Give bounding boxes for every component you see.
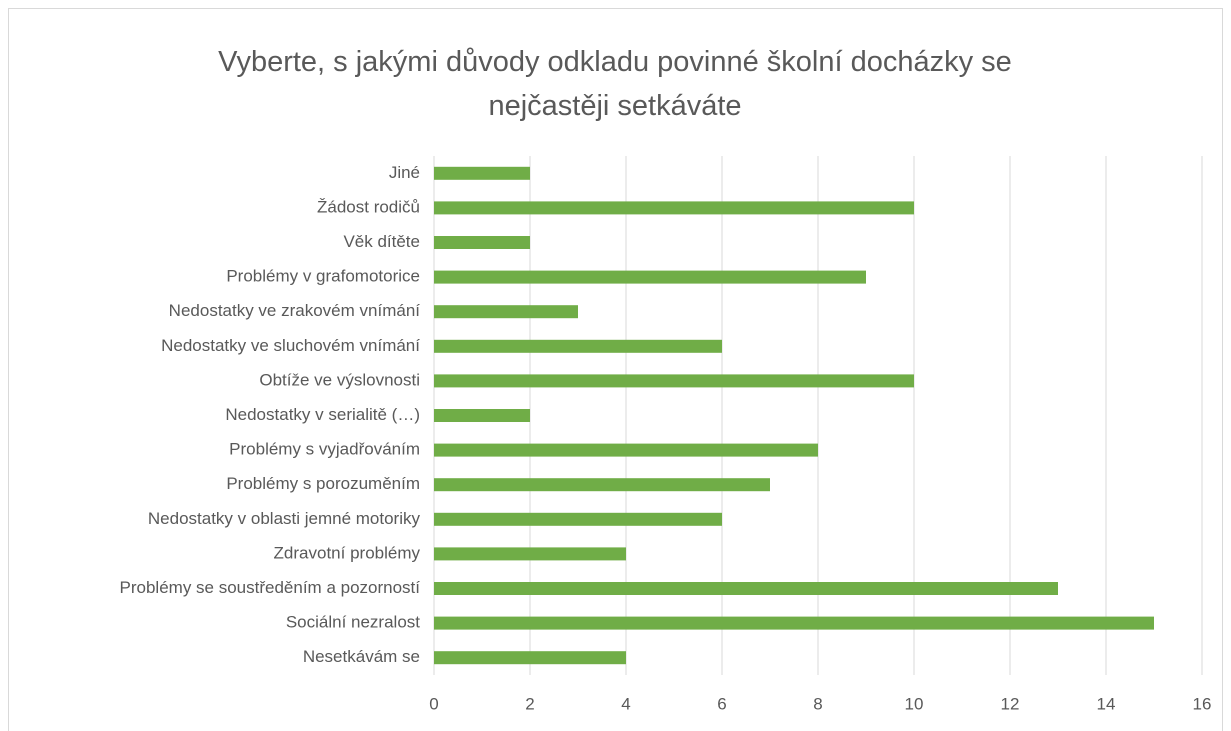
y-tick-label: Problémy s porozuměním [226, 474, 420, 493]
bar [434, 374, 914, 388]
bar [434, 547, 626, 561]
bar [434, 651, 626, 665]
y-tick-label: Nedostatky v oblasti jemné motoriky [148, 509, 421, 528]
bar [434, 270, 866, 284]
bar [434, 409, 530, 422]
y-tick-label: Jiné [389, 163, 420, 182]
x-tick-label: 10 [905, 694, 924, 713]
x-tick-label: 0 [429, 694, 438, 713]
y-tick-label: Nedostatky v serialitě (…) [225, 405, 420, 424]
y-tick-label: Žádost rodičů [317, 197, 420, 216]
y-tick-label: Problémy s vyjadřováním [229, 440, 420, 459]
y-tick-label: Nedostatky ve sluchovém vnímání [161, 336, 420, 355]
y-tick-label: Problémy se soustředěním a pozorností [120, 578, 421, 597]
bar [434, 512, 722, 526]
chart-title: Vyberte, s jakými důvody odkladu povinné… [218, 46, 1012, 122]
bar [434, 201, 914, 215]
y-tick-label: Nedostatky ve zrakovém vnímání [169, 301, 421, 320]
y-tick-label: Obtíže ve výslovnosti [259, 370, 420, 389]
x-tick-label: 12 [1001, 694, 1020, 713]
y-tick-label: Problémy v grafomotorice [226, 267, 420, 286]
x-tick-label: 14 [1097, 694, 1116, 713]
bar [434, 616, 1154, 630]
bar [434, 478, 770, 492]
bar [434, 443, 818, 457]
x-tick-label: 6 [717, 694, 726, 713]
x-tick-label: 2 [525, 694, 534, 713]
bar [434, 236, 530, 249]
x-tick-label: 16 [1193, 694, 1212, 713]
x-tick-label: 8 [813, 694, 822, 713]
y-tick-label: Věk dítěte [343, 232, 420, 251]
chart-border [8, 8, 1223, 731]
y-tick-label: Sociální nezralost [286, 613, 420, 632]
bar [434, 166, 530, 180]
bar [434, 305, 578, 319]
x-tick-label: 4 [621, 694, 630, 713]
y-tick-label: Nesetkávám se [303, 647, 420, 666]
bar [434, 582, 1058, 595]
y-tick-label: Zdravotní problémy [274, 543, 421, 562]
bar [434, 339, 722, 353]
